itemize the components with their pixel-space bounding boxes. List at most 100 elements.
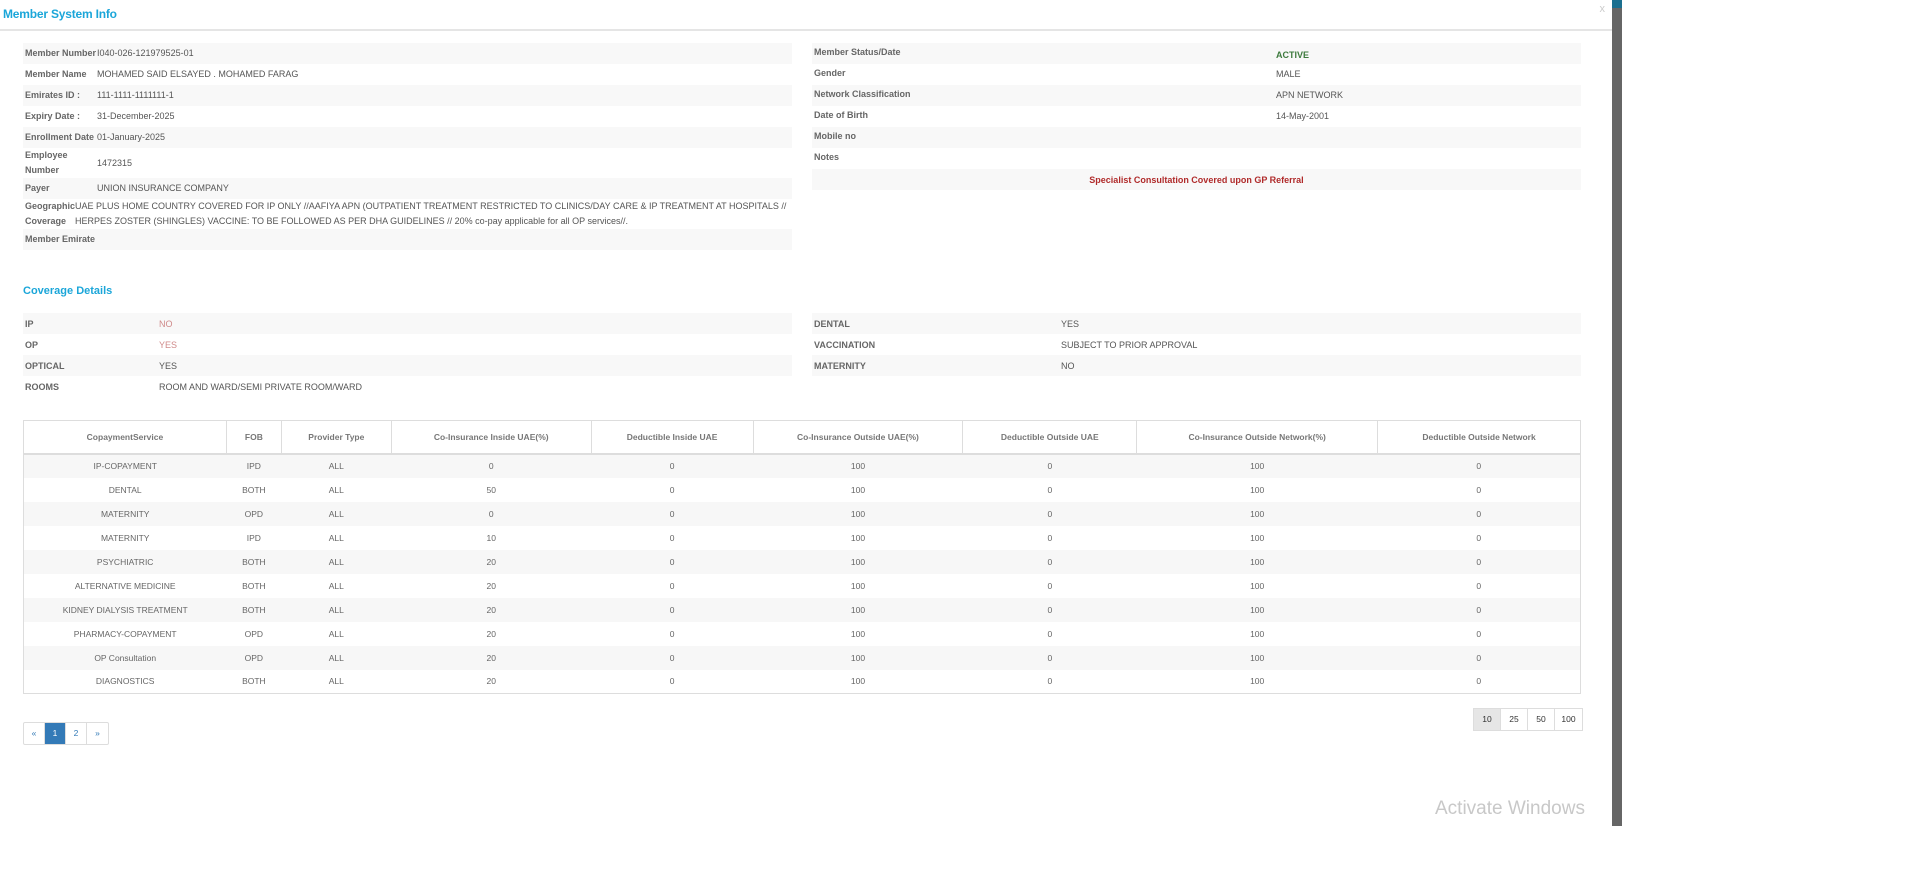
field-value: 14-May-2001 <box>1276 111 1330 121</box>
field-value: 111-1111-1111111-1 <box>97 90 174 100</box>
column-header[interactable]: Provider Type <box>281 420 392 455</box>
column-header[interactable]: Co-Insurance Outside UAE(%) <box>753 420 964 455</box>
field-label: Employee Number <box>25 150 68 175</box>
table-cell: ALL <box>328 604 344 615</box>
table-cell: 0 <box>1047 580 1053 591</box>
copayment-table: CopaymentService FOB Provider Type Co-Insur… <box>23 420 1581 694</box>
table-cell: ALL <box>328 508 344 519</box>
column-header[interactable]: CopaymentService <box>23 420 227 455</box>
info-row: Member Name MOHAMED SAID ELSAYED . MOHAME… <box>23 64 792 85</box>
field-value: YES <box>159 360 178 371</box>
field-value: SUBJECT TO PRIOR APPROVAL <box>1061 339 1198 350</box>
info-row: Date of Birth 14-May-2001 <box>812 106 1581 127</box>
info-row: Emirates ID : 111-1111-1111111-1 <box>23 85 792 106</box>
table-cell: ALL <box>328 461 344 471</box>
page-size-25[interactable]: 25 <box>1501 709 1528 730</box>
column-header[interactable]: FOB <box>226 420 282 455</box>
member-info-right: Member Status/Date ACTIVE Gender MALE Networ… <box>812 43 1581 190</box>
coverage-title: Coverage Details <box>23 285 113 297</box>
page-size-50[interactable]: 50 <box>1528 709 1555 730</box>
table-cell: ALL <box>328 580 344 591</box>
next-page-button[interactable]: » <box>95 728 100 738</box>
page-1-button[interactable]: 1 <box>45 723 66 744</box>
field-label: Member Number <box>25 48 97 58</box>
table-cell: 0 <box>1476 580 1482 591</box>
table-row: ALTERNATIVE MEDICINE BOTH ALL 20 0 100 0 100 0 <box>24 574 1581 598</box>
table-cell: 100 <box>850 508 866 519</box>
table-cell: 0 <box>669 628 675 639</box>
member-info-modal: Member System Info x Member Number I040-0… <box>0 3 1612 819</box>
info-row: Network Classification APN NETWORK <box>812 85 1581 106</box>
table-cell: OPD <box>244 628 264 639</box>
info-row: Expiry Date : 31-December-2025 <box>23 106 792 127</box>
table-cell: 20 <box>486 604 496 615</box>
column-header[interactable]: Co-Insurance Inside UAE(%) <box>391 420 592 455</box>
prev-page-button[interactable]: « <box>24 723 45 744</box>
field-label: IP <box>25 318 34 329</box>
field-value: NO <box>1061 360 1075 371</box>
info-row: ROOMS ROOM AND WARD/SEMI PRIVATE ROOM/WAR… <box>23 376 792 397</box>
table-cell: ALL <box>328 532 344 543</box>
table-cell: 20 <box>486 580 496 591</box>
field-value: YES <box>1061 318 1080 329</box>
table-cell: OPD <box>244 508 264 519</box>
table-cell: BOTH <box>242 604 266 615</box>
field-value: 31-December-2025 <box>97 111 175 121</box>
info-row: Geographic Coverage UAE PLUS HOME COUNTRY… <box>23 199 792 229</box>
info-row: MATERNITY NO <box>812 355 1581 376</box>
table-cell: 0 <box>669 461 675 471</box>
column-header[interactable]: Deductible Inside UAE <box>591 420 754 455</box>
info-row: IP NO <box>23 313 792 334</box>
table-row: OP Consultation OPD ALL 20 0 100 0 100 0 <box>23 645 1581 670</box>
field-value: 01-January-2025 <box>97 132 166 142</box>
table-cell: 0 <box>1047 628 1053 639</box>
page-2-button[interactable]: 2 <box>66 723 87 744</box>
table-row: IP-COPAYMENT IPD ALL 0 0 100 0 100 0 <box>23 453 1581 478</box>
table-cell: 0 <box>1476 532 1482 543</box>
close-icon[interactable]: x <box>1599 3 1606 15</box>
field-label: Payer <box>25 183 50 193</box>
table-cell: 100 <box>850 628 866 639</box>
table-cell: 100 <box>850 604 866 615</box>
table-cell: 20 <box>486 628 496 639</box>
table-cell: 0 <box>1476 628 1482 639</box>
info-row: VACCINATION SUBJECT TO PRIOR APPROVAL <box>812 334 1581 355</box>
table-cell: 50 <box>486 484 496 495</box>
table-cell: 0 <box>1476 508 1482 519</box>
table-cell: DENTAL <box>108 484 142 495</box>
field-label: OP <box>25 339 39 350</box>
table-cell: BOTH <box>242 484 266 495</box>
column-header[interactable]: Co-Insurance Outside Network(%) <box>1136 420 1379 455</box>
column-header[interactable]: Deductible Outside Network <box>1377 420 1581 455</box>
table-cell: 0 <box>1047 556 1053 567</box>
field-label: ROOMS <box>25 381 60 392</box>
table-cell: 0 <box>669 604 675 615</box>
page-size-100[interactable]: 100 <box>1561 714 1576 724</box>
table-cell: 100 <box>1250 484 1265 495</box>
table-cell: 20 <box>486 652 496 663</box>
table-cell: 100 <box>850 461 866 471</box>
table-cell: 100 <box>1250 532 1265 543</box>
field-label: Date of Birth <box>814 110 868 120</box>
table-cell: 100 <box>1250 628 1265 639</box>
table-cell: 100 <box>1250 461 1265 471</box>
info-row: OP YES <box>23 334 792 355</box>
table-cell: PHARMACY-COPAYMENT <box>73 628 177 639</box>
field-value: NO <box>159 318 173 329</box>
modal-title: Member System Info <box>3 7 117 21</box>
table-cell: 0 <box>1047 652 1053 663</box>
notes-row: Specialist Consultation Covered upon GP … <box>812 169 1581 190</box>
field-value: UNION INSURANCE COMPANY <box>97 183 229 193</box>
scrollbar[interactable] <box>1612 0 1622 826</box>
table-cell: 100 <box>1250 676 1265 687</box>
table-cell: 0 <box>1047 508 1053 519</box>
coverage-left: IP NO OP YES OPTICAL YES ROOMS ROOM AND WARD/SE… <box>23 313 792 397</box>
page-size-10[interactable]: 10 <box>1474 709 1501 730</box>
info-row: Member Status/Date ACTIVE <box>812 43 1581 64</box>
field-label: Member Status/Date <box>814 47 901 57</box>
column-header[interactable]: Deductible Outside UAE <box>962 420 1138 455</box>
table-cell: 0 <box>1476 676 1482 687</box>
member-info-left: Member Number I040-026-121979525-01 Member… <box>23 43 792 250</box>
table-cell: 100 <box>1250 652 1265 663</box>
table-row: KIDNEY DIALYSIS TREATMENT BOTH ALL 20 0 100 0 1… <box>23 597 1581 622</box>
